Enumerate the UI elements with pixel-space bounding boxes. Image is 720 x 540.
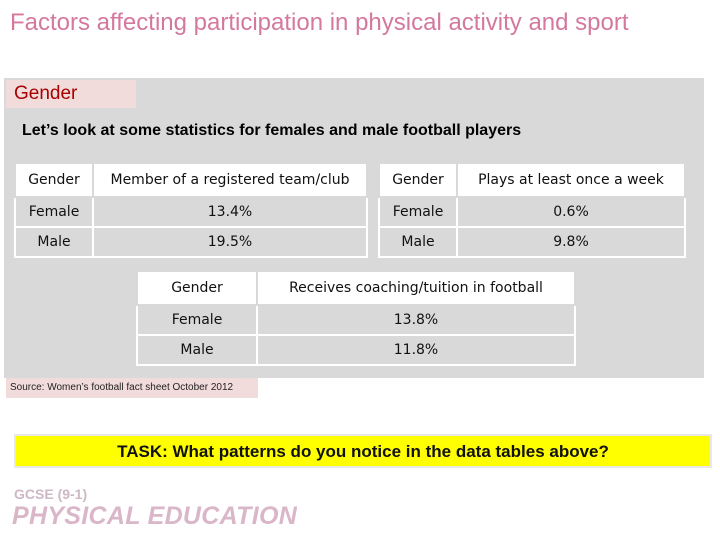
row-value: 9.8%	[456, 226, 686, 258]
table-header-row: Gender Plays at least once a week	[378, 162, 686, 198]
header-coaching: Receives coaching/tuition in football	[256, 270, 576, 306]
weekly-play-table: Gender Plays at least once a week Female…	[378, 162, 686, 258]
subject-logo-text: PHYSICAL EDUCATION	[12, 502, 298, 530]
task-box: TASK: What patterns do you notice in the…	[14, 434, 712, 468]
section-label: Gender	[6, 80, 136, 108]
source-note: Source: Women’s football fact sheet Octo…	[6, 378, 258, 398]
qualification-logo-text: GCSE (9-1)	[14, 486, 88, 502]
row-gender: Male	[14, 226, 94, 258]
table-header-row: Gender Member of a registered team/club	[14, 162, 368, 198]
table-header-row: Gender Receives coaching/tuition in foot…	[136, 270, 576, 306]
row-value: 0.6%	[456, 196, 686, 228]
team-membership-table: Gender Member of a registered team/club …	[14, 162, 368, 258]
table-row: Male 11.8%	[136, 334, 576, 366]
table-row: Female 13.4%	[14, 196, 368, 228]
intro-text: Let’s look at some statistics for female…	[22, 122, 522, 139]
row-value: 13.4%	[92, 196, 368, 228]
header-weekly-play: Plays at least once a week	[456, 162, 686, 198]
slide-title: Factors affecting participation in physi…	[10, 9, 629, 36]
header-gender: Gender	[378, 162, 458, 198]
header-gender: Gender	[14, 162, 94, 198]
row-gender: Female	[378, 196, 458, 228]
table-row: Male 9.8%	[378, 226, 686, 258]
header-team-membership: Member of a registered team/club	[92, 162, 368, 198]
table-row: Female 0.6%	[378, 196, 686, 228]
row-gender: Male	[136, 334, 258, 366]
row-gender: Male	[378, 226, 458, 258]
row-value: 13.8%	[256, 304, 576, 336]
table-row: Female 13.8%	[136, 304, 576, 336]
row-gender: Female	[136, 304, 258, 336]
row-value: 19.5%	[92, 226, 368, 258]
row-gender: Female	[14, 196, 94, 228]
table-row: Male 19.5%	[14, 226, 368, 258]
row-value: 11.8%	[256, 334, 576, 366]
coaching-table: Gender Receives coaching/tuition in foot…	[136, 270, 576, 366]
header-gender: Gender	[136, 270, 258, 306]
